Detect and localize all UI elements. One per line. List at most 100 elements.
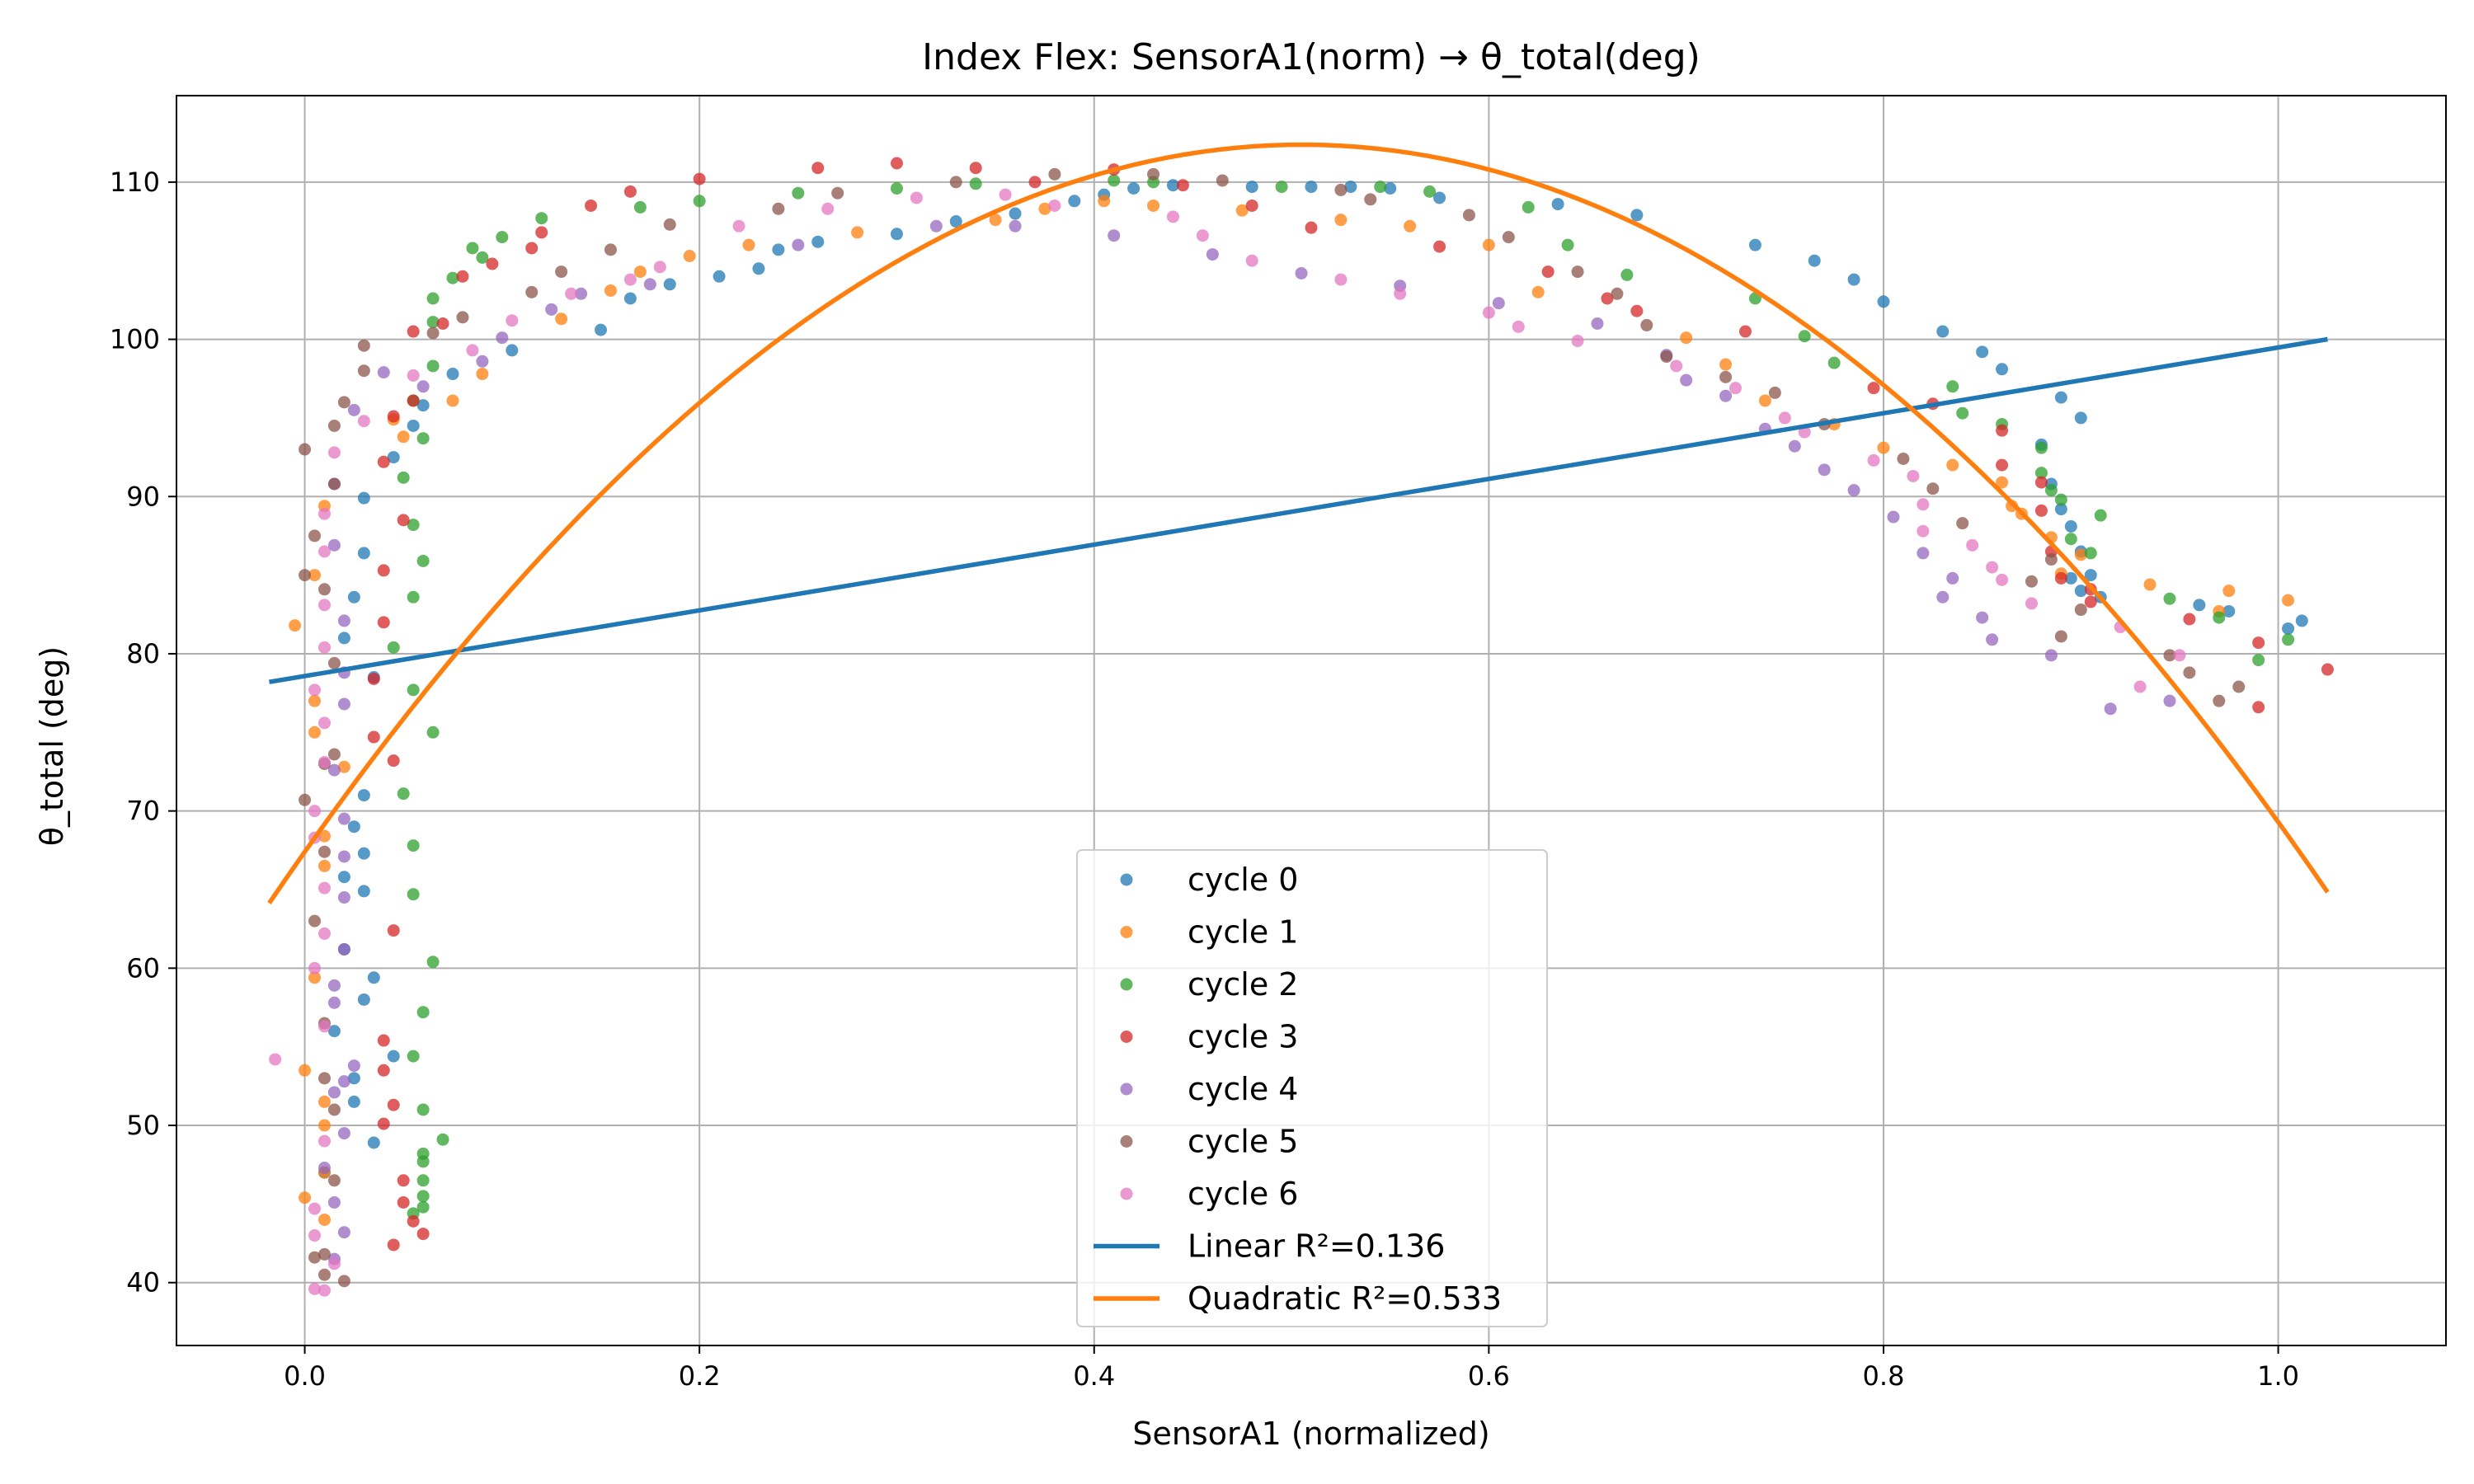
data-point: [2282, 622, 2295, 635]
data-point: [1334, 183, 1348, 196]
data-point: [2054, 571, 2067, 585]
data-point: [595, 323, 608, 336]
data-point: [1620, 268, 1634, 281]
legend-item: Quadratic R²=0.533: [1094, 1280, 1502, 1317]
data-point: [1147, 199, 1160, 212]
data-point: [2034, 467, 2048, 480]
data-point: [1738, 325, 1752, 338]
data-point: [446, 368, 459, 381]
data-point: [1216, 174, 1229, 187]
data-point: [2094, 509, 2107, 522]
data-point: [308, 569, 322, 582]
data-point: [2044, 484, 2058, 497]
data-point: [377, 455, 390, 468]
data-point: [1897, 452, 1910, 465]
data-point: [387, 1238, 400, 1252]
legend-label: cycle 1: [1188, 914, 1298, 951]
data-point: [1996, 363, 2009, 376]
legend-item: cycle 1: [1120, 914, 1298, 951]
data-point: [1719, 370, 1733, 383]
data-point: [1364, 193, 1377, 206]
legend-label: Linear R²=0.136: [1188, 1228, 1445, 1265]
data-point: [317, 641, 331, 654]
legend-marker: [1120, 1187, 1133, 1200]
data-point: [1028, 176, 1042, 189]
legend-label: cycle 4: [1188, 1071, 1298, 1107]
data-point: [1768, 386, 1781, 399]
data-point: [357, 491, 370, 505]
legend-item: cycle 3: [1120, 1019, 1298, 1055]
data-point: [1936, 590, 1950, 603]
data-point: [357, 847, 370, 860]
data-point: [377, 1064, 390, 1077]
data-point: [308, 914, 322, 928]
legend-marker: [1120, 926, 1133, 938]
data-point: [446, 394, 459, 407]
data-point: [1808, 254, 1821, 267]
legend-item: cycle 6: [1120, 1176, 1298, 1212]
data-point: [337, 942, 350, 956]
data-point: [1729, 382, 1743, 395]
legend-box: [1076, 849, 1548, 1327]
data-point: [416, 1190, 430, 1203]
series-cycle-0: [317, 179, 2308, 1179]
data-point: [1235, 204, 1249, 217]
data-point: [327, 979, 341, 992]
data-point: [327, 1103, 341, 1116]
legend-item: cycle 5: [1120, 1124, 1298, 1160]
data-point: [555, 312, 568, 326]
legend-item: cycle 2: [1120, 966, 1298, 1003]
data-point: [416, 1147, 430, 1160]
data-point: [2054, 630, 2067, 643]
data-point: [1492, 297, 1505, 310]
data-point: [416, 432, 430, 445]
data-point: [2321, 663, 2334, 676]
data-point: [397, 430, 410, 444]
data-point: [2034, 476, 2048, 489]
data-point: [1048, 199, 1061, 212]
data-point: [416, 1174, 430, 1187]
data-point: [317, 716, 331, 730]
data-point: [416, 399, 430, 412]
data-point: [308, 961, 322, 974]
data-point: [308, 1282, 322, 1295]
data-point: [317, 1284, 331, 1297]
data-point: [1877, 295, 1890, 308]
data-point: [317, 1020, 331, 1033]
y-axis-label: θ_total (deg): [34, 646, 70, 847]
data-point: [1245, 254, 1258, 267]
data-point: [476, 355, 489, 368]
data-point: [317, 545, 331, 558]
data-point: [623, 185, 637, 198]
y-tick-label: 60: [126, 952, 160, 984]
data-point: [1531, 285, 1545, 298]
data-point: [2064, 571, 2077, 585]
data-point: [317, 845, 331, 858]
data-point: [357, 364, 370, 378]
data-point: [1719, 358, 1733, 371]
data-point: [407, 590, 420, 603]
data-point: [317, 583, 331, 596]
data-point: [1384, 182, 1397, 195]
data-point: [2232, 680, 2246, 693]
data-point: [2213, 611, 2226, 624]
data-point: [377, 1117, 390, 1130]
data-point: [456, 311, 469, 324]
y-tick-label: 90: [126, 481, 160, 512]
data-point: [1917, 498, 1930, 511]
data-point: [2143, 578, 2157, 591]
data-point: [476, 368, 489, 381]
data-point: [289, 619, 302, 632]
data-point: [653, 261, 666, 274]
data-point: [308, 805, 322, 818]
data-point: [2163, 649, 2176, 662]
data-point: [506, 314, 519, 327]
data-point: [1847, 484, 1860, 497]
data-point: [337, 760, 350, 773]
y-tick-label: 100: [110, 324, 160, 355]
data-point: [2044, 649, 2058, 662]
data-point: [367, 672, 380, 685]
data-point: [357, 415, 370, 428]
data-point: [387, 754, 400, 768]
data-point: [299, 793, 312, 806]
